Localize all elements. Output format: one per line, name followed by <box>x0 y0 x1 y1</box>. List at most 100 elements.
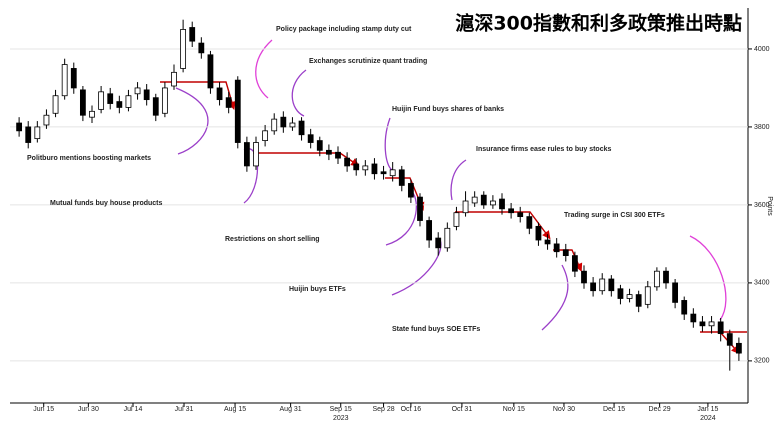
candle-body <box>690 313 697 323</box>
candle-body <box>125 95 132 108</box>
candle-body <box>98 91 105 110</box>
candle-body <box>335 151 341 159</box>
candle-body <box>34 126 41 140</box>
candle-body <box>644 286 651 305</box>
candle-body <box>407 183 414 198</box>
annotation: Mutual funds buy house products <box>50 200 162 207</box>
candle-body <box>161 87 168 114</box>
x-tick-label: Oct 16 <box>401 406 422 413</box>
y-tick-label: 4000 <box>754 46 770 53</box>
candle-body <box>307 134 314 143</box>
candle-body <box>453 212 460 227</box>
y-axis-label: Points <box>766 196 773 216</box>
candle-body <box>152 97 159 116</box>
y-tick-label: 3800 <box>754 124 770 131</box>
annotation: Insurance firms ease rules to buy stocks <box>476 146 611 153</box>
x-tick-label: Dec 15 <box>603 406 625 413</box>
candle-body <box>708 321 715 327</box>
candle-body <box>562 249 569 257</box>
candle-body <box>70 68 77 89</box>
annotation: Exchanges scrutinize quant trading <box>309 58 427 65</box>
x-tick-label: Aug 15 <box>224 406 246 413</box>
x-tick-label: Aug 31 <box>280 406 302 413</box>
candle-body <box>243 142 250 167</box>
candle-body <box>25 126 32 143</box>
chart-title: 滬深300指數和利多政策推出時點 <box>455 12 742 35</box>
candle-body <box>480 194 487 206</box>
candle-body <box>489 200 496 206</box>
candle-body <box>180 29 187 69</box>
candle-body <box>353 163 360 171</box>
annotation: Huijin buys ETFs <box>289 286 346 293</box>
candle-body <box>52 95 59 114</box>
candle-body <box>89 110 95 118</box>
candle-body <box>134 87 141 95</box>
candle-body <box>61 64 68 97</box>
candle-body <box>444 227 451 249</box>
x-tick-label: Jul 31 <box>175 406 194 413</box>
x-year-label: 2023 <box>333 415 349 422</box>
x-tick-label: Nov 15 <box>503 406 525 413</box>
candle-body <box>107 93 114 104</box>
candle-body <box>508 208 515 214</box>
x-tick-label: Oct 31 <box>452 406 473 413</box>
annotation: Restrictions on short selling <box>225 236 320 243</box>
candle-body <box>599 278 606 292</box>
candle-body <box>298 120 305 136</box>
x-year-label: 2024 <box>700 415 716 422</box>
annotation: Policy package including stamp duty cut <box>276 26 412 33</box>
candle-body <box>253 142 259 167</box>
candle-body <box>663 270 669 284</box>
candle-body <box>417 196 423 221</box>
candle-body <box>171 71 177 87</box>
annotation: Politburo mentions boosting markets <box>27 155 151 162</box>
candle-body <box>389 169 396 177</box>
candle-body <box>362 165 369 171</box>
x-tick-label: Nov 30 <box>553 406 575 413</box>
candle-body <box>635 294 642 307</box>
candle-body <box>672 282 679 303</box>
candle-body <box>544 239 551 245</box>
y-tick-label: 3200 <box>754 358 770 365</box>
candle-body <box>225 97 232 108</box>
candle-body <box>398 169 405 186</box>
y-tick-label: 3400 <box>754 280 770 287</box>
x-tick-label: Dec 29 <box>649 406 671 413</box>
candle-body <box>735 342 742 354</box>
candle-body <box>608 278 615 292</box>
candle-body <box>198 42 205 54</box>
candle-body <box>380 171 387 175</box>
candle-body <box>271 118 278 132</box>
candle-body <box>207 54 214 89</box>
candle-body <box>280 116 287 128</box>
candle-body <box>681 300 688 315</box>
candle-body <box>371 163 378 175</box>
candle-body <box>189 27 196 42</box>
candle-body <box>571 255 578 272</box>
x-tick-label: Jun 30 <box>78 406 99 413</box>
candle-body <box>626 294 633 299</box>
annotation: State fund buys SOE ETFs <box>392 326 480 333</box>
candle-body <box>581 270 587 284</box>
candle-body <box>435 237 442 249</box>
candle-body <box>517 212 524 218</box>
x-tick-label: Jun 15 <box>33 406 54 413</box>
x-tick-label: Sep 28 <box>372 406 394 413</box>
x-tick-label: Sep 15 <box>330 406 352 413</box>
candle-body <box>79 89 86 116</box>
y-tick-label: 3600 <box>754 202 770 209</box>
candle-body <box>344 157 351 167</box>
candle-body <box>499 198 505 210</box>
candle-body <box>699 321 706 327</box>
candle-body <box>316 140 323 151</box>
candle-body <box>426 220 433 241</box>
x-tick-label: Jan 15 <box>697 406 718 413</box>
candle-body <box>262 130 269 141</box>
candle-body <box>535 225 542 241</box>
candle-body <box>462 200 469 214</box>
candle-body <box>471 196 478 204</box>
candle-body <box>590 282 597 292</box>
candle-body <box>234 79 241 143</box>
candle-body <box>289 122 296 128</box>
